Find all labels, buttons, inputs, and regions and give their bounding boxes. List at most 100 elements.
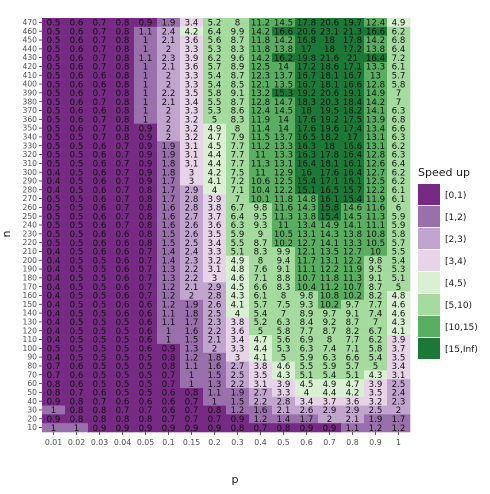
heatmap-cell bbox=[157, 264, 181, 274]
heatmap-cell bbox=[341, 361, 365, 371]
heatmap-cell bbox=[111, 44, 135, 54]
heatmap-cell bbox=[203, 106, 227, 116]
heatmap-cell bbox=[318, 35, 342, 45]
heatmap-cell bbox=[249, 282, 273, 292]
heatmap-cell bbox=[134, 158, 158, 169]
heatmap-cell-label: 3.7 bbox=[392, 345, 406, 355]
heatmap-cell bbox=[180, 343, 204, 354]
heatmap-cell bbox=[341, 326, 365, 336]
heatmap-cell bbox=[341, 18, 365, 28]
heatmap-cell-label: 17.6 bbox=[297, 116, 316, 126]
heatmap-cell bbox=[65, 132, 89, 142]
heatmap-cell bbox=[157, 158, 181, 169]
heatmap-cell bbox=[387, 150, 411, 160]
heatmap-cell-label: 0.5 bbox=[93, 318, 107, 328]
heatmap-cell-label: 0.5 bbox=[47, 45, 61, 55]
heatmap-cell-label: 0.8 bbox=[116, 54, 130, 64]
heatmap-cell-label: 18.6 bbox=[320, 63, 339, 73]
heatmap-cell bbox=[249, 194, 273, 204]
heatmap-cell bbox=[387, 97, 411, 107]
heatmap-cell-label: 0.7 bbox=[185, 397, 199, 407]
heatmap-cell bbox=[111, 370, 135, 380]
legend-label: [2,3) bbox=[445, 235, 466, 245]
heatmap-cell-label: 13 bbox=[370, 71, 381, 81]
heatmap-cell bbox=[387, 317, 411, 327]
heatmap-cell-label: 6.8 bbox=[392, 116, 406, 126]
heatmap-cell-label: 14.1 bbox=[343, 221, 362, 231]
heatmap-cell bbox=[157, 335, 181, 345]
heatmap-cell bbox=[42, 158, 66, 169]
heatmap-cell bbox=[272, 114, 296, 124]
heatmap-cell-label: 5.9 bbox=[392, 212, 406, 222]
y-tick-label: 200 bbox=[23, 256, 38, 265]
heatmap-cell bbox=[295, 396, 319, 406]
heatmap-cell bbox=[134, 220, 158, 230]
heatmap-cell bbox=[387, 158, 411, 169]
heatmap-cell-label: 19.8 bbox=[297, 54, 316, 64]
heatmap-cell-label: 16.6 bbox=[366, 27, 385, 37]
heatmap-cell bbox=[272, 299, 296, 309]
heatmap-cell-label: 6.4 bbox=[231, 212, 245, 222]
heatmap-cell-label: 16.4 bbox=[297, 160, 316, 170]
heatmap-cell-label: 17.5 bbox=[343, 116, 362, 126]
x-tick-label: 0.2 bbox=[208, 438, 220, 447]
heatmap-cell bbox=[318, 352, 342, 362]
heatmap-cell-label: 0.7 bbox=[162, 380, 176, 390]
heatmap-cell bbox=[364, 317, 388, 327]
heatmap-cell bbox=[318, 414, 342, 424]
heatmap-cell-label: 12.7 bbox=[343, 248, 362, 258]
heatmap-cell bbox=[318, 141, 342, 151]
heatmap-cell-label: 0.6 bbox=[70, 98, 84, 108]
heatmap-cell-label: 0.6 bbox=[93, 177, 107, 187]
heatmap-cell-label: 0.7 bbox=[47, 371, 61, 381]
heatmap-cell-label: 3.2 bbox=[208, 256, 222, 266]
heatmap-cell-label: 10.2 bbox=[343, 292, 362, 302]
heatmap-cell-label: 13.3 bbox=[343, 239, 362, 249]
heatmap-cell bbox=[42, 176, 66, 186]
heatmap-cell-label: 3.9 bbox=[392, 336, 406, 346]
heatmap-cell bbox=[364, 35, 388, 45]
heatmap-cell-label: 0.8 bbox=[70, 397, 84, 407]
heatmap-cell bbox=[295, 194, 319, 204]
x-tick-label: 0.02 bbox=[68, 438, 85, 447]
heatmap-cell-label: 0.6 bbox=[70, 54, 84, 64]
heatmap-cell-label: 5.5 bbox=[231, 239, 245, 249]
heatmap-cell bbox=[42, 238, 66, 248]
heatmap-cell-label: 3.2 bbox=[185, 124, 199, 134]
heatmap-cell-label: 11.8 bbox=[320, 274, 339, 284]
heatmap-cell-label: 1 bbox=[143, 116, 148, 126]
heatmap-cell-label: 4.9 bbox=[231, 256, 245, 266]
heatmap-cell-label: 0.7 bbox=[116, 195, 130, 205]
heatmap-cell-label: 2 bbox=[166, 45, 171, 55]
heatmap-cell bbox=[364, 343, 388, 354]
heatmap-cell-label: 0.8 bbox=[116, 116, 130, 126]
heatmap-cell bbox=[318, 291, 342, 301]
heatmap-cell-label: 0.9 bbox=[208, 424, 222, 434]
heatmap-cell-label: 0.6 bbox=[116, 265, 130, 275]
heatmap-cell bbox=[318, 405, 342, 415]
heatmap-cell-label: 3.5 bbox=[392, 353, 406, 363]
heatmap-cell bbox=[88, 229, 112, 239]
heatmap-cell bbox=[157, 291, 181, 301]
heatmap-cell-label: 0.5 bbox=[47, 160, 61, 170]
heatmap-cell bbox=[65, 141, 89, 151]
heatmap-cell bbox=[111, 141, 135, 151]
heatmap-cell-label: 6.6 bbox=[346, 353, 360, 363]
heatmap-cell-label: 14.9 bbox=[366, 89, 385, 99]
heatmap-cell-label: 8.7 bbox=[231, 71, 245, 81]
heatmap-cell bbox=[364, 114, 388, 124]
heatmap-cell-label: 17.8 bbox=[320, 151, 339, 161]
heatmap-cell-label: 4.7 bbox=[254, 336, 268, 346]
y-tick-label: 380 bbox=[23, 97, 38, 106]
heatmap-cell bbox=[111, 396, 135, 406]
heatmap-cell-label: 14.2 bbox=[366, 98, 385, 108]
heatmap-cell bbox=[226, 176, 250, 186]
heatmap-cell bbox=[88, 185, 112, 195]
heatmap-cell-label: 2.1 bbox=[208, 336, 222, 346]
heatmap-cell bbox=[42, 361, 66, 371]
heatmap-cell-label: 3.4 bbox=[185, 19, 199, 29]
heatmap-cell bbox=[387, 106, 411, 116]
y-tick-label: 20 bbox=[27, 414, 37, 423]
heatmap-cell-label: 2.5 bbox=[208, 309, 222, 319]
